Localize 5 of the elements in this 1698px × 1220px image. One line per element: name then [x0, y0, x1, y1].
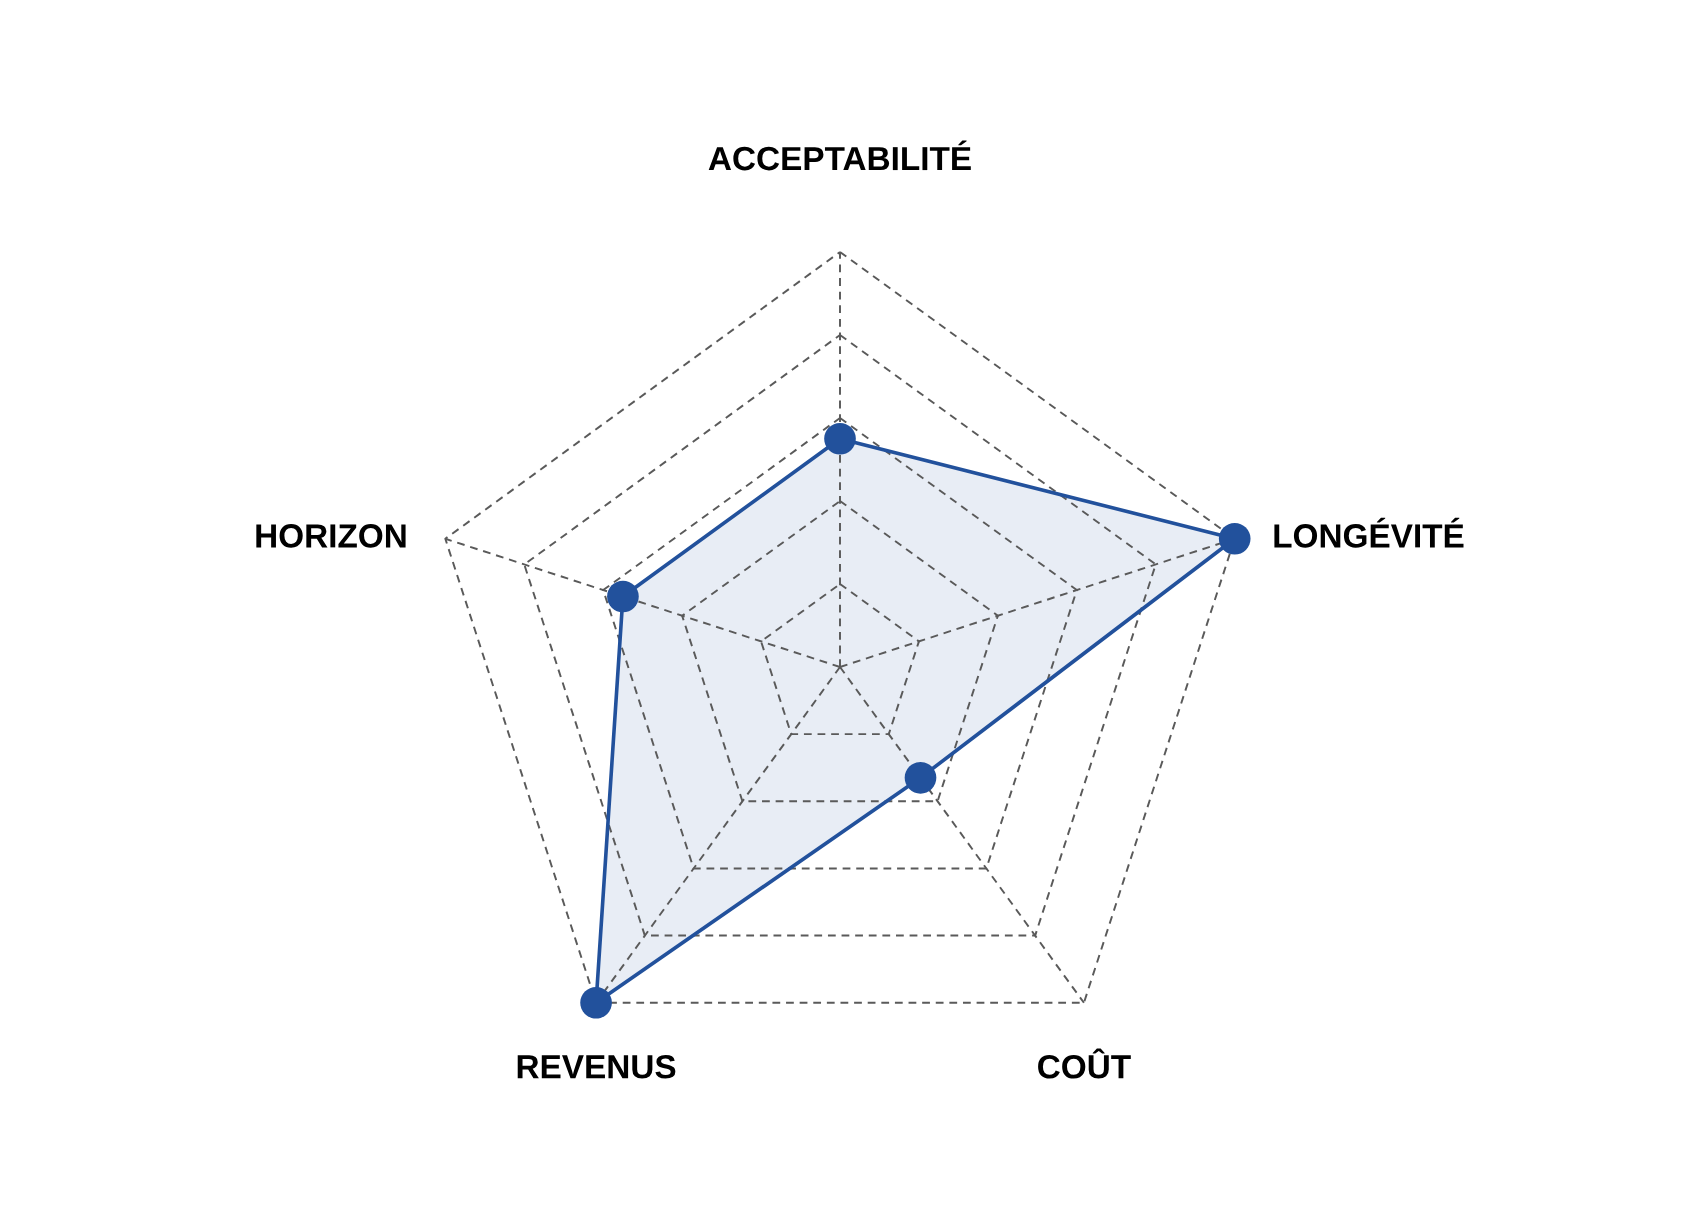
spoke-label: LONGÉVITÉ [1274, 517, 1464, 548]
spoke-label: REVENUS [517, 1055, 676, 1079]
spoke-label: ACCEPTABILITÉ [708, 140, 971, 171]
spoke-label: HORIZON [256, 524, 406, 548]
spoke-label: COÛT [1038, 1048, 1131, 1079]
